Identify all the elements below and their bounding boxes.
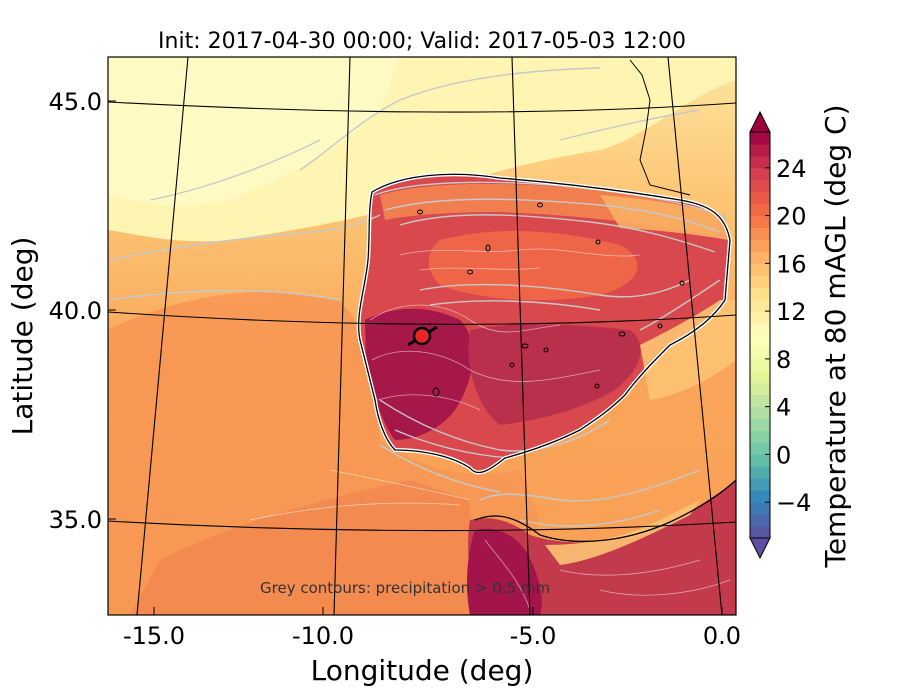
interior-hot-east — [468, 324, 641, 425]
colorbar-band — [750, 490, 770, 503]
colorbar: 24 20 16 12 8 4 0 −4 — [749, 110, 811, 560]
colorbar-band — [750, 299, 770, 312]
colorbar-tick-label: 20 — [776, 203, 807, 231]
temperature-contours — [249, 248, 731, 611]
colorbar-band — [750, 394, 770, 408]
ocean-warmer-zone — [130, 480, 470, 615]
x-tick-label: 0.0 — [703, 622, 741, 650]
parallel-40 — [108, 311, 736, 325]
coastline-france — [629, 59, 691, 196]
meridian-minus10 — [333, 57, 351, 615]
meseta-cool — [428, 230, 638, 301]
colorbar-band — [750, 430, 770, 443]
coastline-africa — [474, 479, 736, 543]
africa-coast-cool — [545, 500, 700, 565]
colorbar-tick-label: −4 — [776, 489, 811, 517]
north-cool-core — [108, 57, 400, 206]
y-axis-label: Latitude (deg) — [6, 237, 39, 436]
colorbar-band — [750, 143, 770, 157]
colorbar-label: Temperature at 80 mAGL (deg C) — [819, 104, 852, 568]
pyrenees-cool — [600, 195, 728, 240]
map-panel: Grey contours: precipitation > 0.5 mm — [108, 57, 736, 615]
colorbar-band — [750, 215, 770, 229]
colorbar-tick-label: 8 — [776, 346, 791, 374]
location-marker — [407, 325, 438, 347]
graticule — [108, 57, 736, 615]
precip-annotation: Grey contours: precipitation > 0.5 mm — [260, 579, 550, 597]
colorbar-band — [750, 502, 770, 515]
meridian-0 — [667, 57, 723, 615]
meridian-minus5 — [511, 57, 531, 615]
colorbar-band — [750, 514, 770, 527]
colorbar-band — [750, 167, 770, 181]
colorbar-band — [750, 179, 770, 193]
y-tick-label: 40.0 — [49, 297, 102, 325]
colorbar-band — [750, 155, 770, 169]
parallel-35 — [108, 520, 736, 532]
lake-outlines — [417, 202, 685, 397]
colorbar-band — [750, 454, 770, 467]
colorbar-band — [750, 478, 770, 491]
colorbar-band — [750, 382, 770, 396]
colorbar-band — [750, 251, 770, 264]
x-axis-label: Longitude (deg) — [311, 654, 534, 687]
colorbar-tick-label: 12 — [776, 298, 807, 326]
x-tick-label: -10.0 — [292, 622, 354, 650]
colorbar-tick-label: 4 — [776, 394, 791, 422]
colorbar-band — [750, 191, 770, 205]
east-coast-mild — [640, 300, 736, 400]
colorbar-frame — [749, 131, 771, 539]
map-frame — [107, 56, 737, 616]
colorbar-band — [750, 287, 770, 300]
colorbar-band — [750, 227, 770, 240]
colorbar-band — [750, 346, 770, 360]
colorbar-band — [750, 311, 770, 324]
colorbar-band — [750, 132, 770, 145]
x-tick-label: -15.0 — [123, 622, 185, 650]
colorbar-band — [750, 335, 770, 348]
colorbar-band — [750, 358, 770, 372]
colorbar-band — [750, 442, 770, 455]
colorbar-tick-label: 24 — [776, 155, 807, 183]
plot-title: Init: 2017-04-30 00:00; Valid: 2017-05-0… — [158, 29, 686, 54]
colorbar-band — [750, 406, 770, 420]
colorbar-extend-bottom — [749, 537, 771, 560]
parallel-45 — [108, 101, 736, 113]
colorbar-band — [750, 466, 770, 479]
colorbar-band — [750, 526, 770, 539]
y-tick-label: 35.0 — [49, 506, 102, 534]
colorbar-band — [750, 323, 770, 336]
colorbar-band — [750, 239, 770, 252]
colorbar-band — [750, 203, 770, 217]
x-tick-label: -5.0 — [510, 622, 557, 650]
x-axis-ticks — [153, 607, 723, 615]
colorbar-band — [750, 275, 770, 288]
y-axis-ticks — [108, 100, 116, 520]
colorbar-extend-top — [749, 110, 771, 133]
colorbar-band — [750, 370, 770, 384]
y-tick-label: 45.0 — [49, 88, 102, 116]
colorbar-tick-label: 16 — [776, 250, 807, 278]
colorbar-tick-label: 0 — [776, 441, 791, 469]
colorbar-band — [750, 418, 770, 432]
meridian-minus15 — [136, 57, 189, 615]
colorbar-band — [750, 263, 770, 276]
